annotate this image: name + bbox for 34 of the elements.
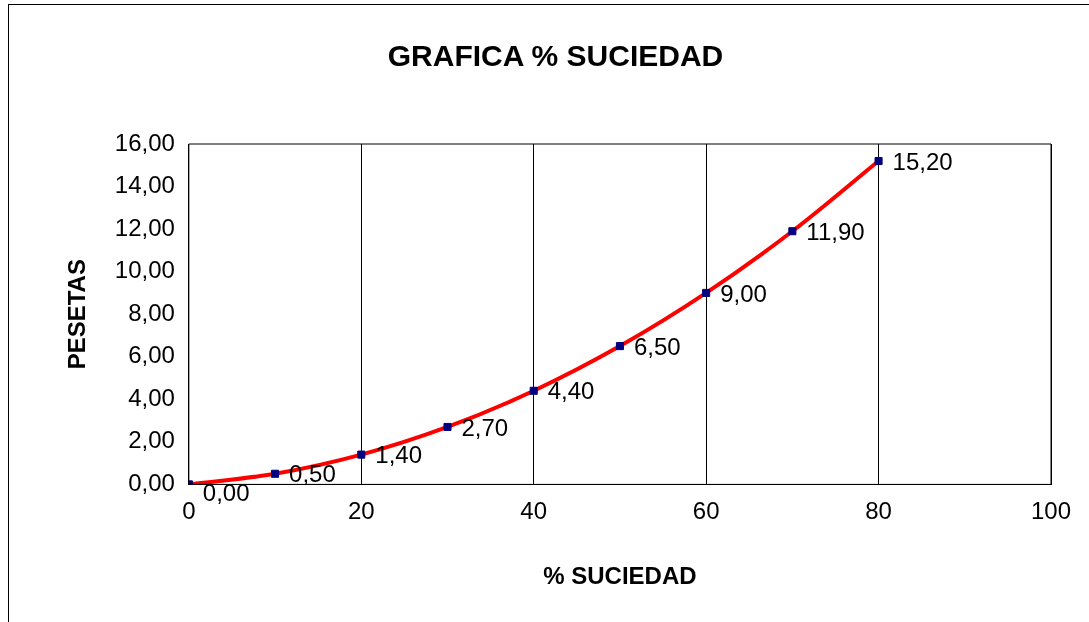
chart-title: GRAFICA % SUCIEDAD <box>387 39 724 73</box>
point <box>788 227 797 236</box>
y-tick-label: 12,00 <box>114 213 175 241</box>
x-tick-label: 40 <box>520 497 548 525</box>
point <box>702 288 711 297</box>
data-label: 2,70 <box>461 413 509 441</box>
y-tick-label: 16,00 <box>114 128 175 156</box>
point <box>615 342 624 351</box>
point <box>271 469 280 478</box>
data-label: 0,50 <box>289 460 336 488</box>
x-tick-label: 20 <box>347 497 375 525</box>
data-label: 15,20 <box>892 147 953 175</box>
y-tick-label: 14,00 <box>114 171 175 199</box>
data-label: 6,50 <box>633 332 681 360</box>
y-tick-label: 10,00 <box>114 256 175 284</box>
point <box>529 386 538 395</box>
y-tick-label: 6,00 <box>128 341 175 369</box>
y-tick-label: 4,00 <box>128 383 175 411</box>
x-tick-label: 0 <box>182 497 196 525</box>
x-tick-label: 60 <box>692 497 720 525</box>
x-tick-label: 100 <box>1030 497 1072 525</box>
y-tick-label: 2,00 <box>128 426 175 454</box>
y-tick-label: 0,00 <box>128 469 175 497</box>
point <box>357 450 366 459</box>
data-label: 9,00 <box>720 279 767 307</box>
x-tick-label: 80 <box>865 497 892 525</box>
data-label: 1,40 <box>375 441 423 469</box>
point <box>443 422 452 431</box>
point <box>874 156 883 166</box>
data-label: 11,90 <box>806 217 865 245</box>
data-label: 4,40 <box>547 377 595 405</box>
y-axis-title: PESETAS <box>63 259 91 370</box>
x-axis-title: % SUCIEDAD <box>543 562 697 590</box>
y-tick-label: 8,00 <box>128 298 175 326</box>
